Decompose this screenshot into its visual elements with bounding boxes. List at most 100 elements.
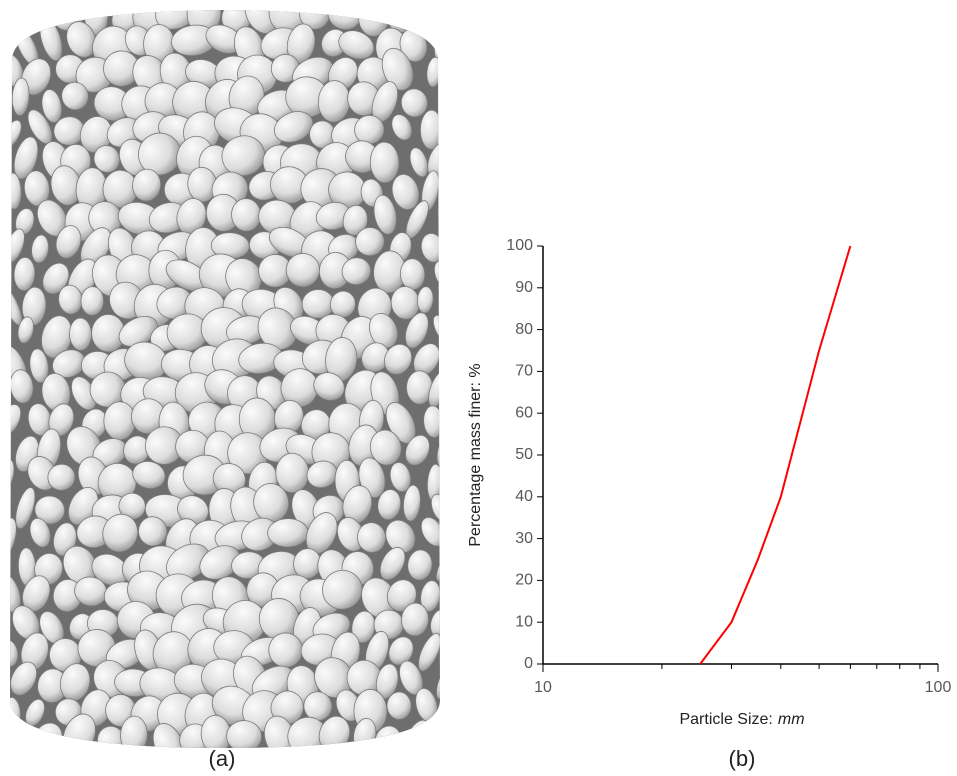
particle xyxy=(369,141,400,184)
particle xyxy=(426,56,440,88)
particle xyxy=(391,173,420,210)
caption: (a) xyxy=(209,746,236,771)
particle xyxy=(10,661,38,696)
particle xyxy=(338,30,375,60)
y-tick-label: 10 xyxy=(515,613,533,630)
particle xyxy=(253,483,290,523)
particle xyxy=(166,543,210,581)
particle xyxy=(357,522,387,553)
particle xyxy=(10,10,14,34)
particle xyxy=(10,172,22,210)
particle xyxy=(10,119,22,149)
particle xyxy=(273,111,314,143)
y-tick-label: 100 xyxy=(506,237,533,254)
particle xyxy=(403,484,421,522)
particle xyxy=(103,401,136,441)
particle xyxy=(400,88,428,118)
particle xyxy=(69,317,92,351)
x-tick-label: 10 xyxy=(534,679,552,696)
particle xyxy=(423,405,440,438)
particle xyxy=(93,145,121,173)
particle xyxy=(10,721,35,748)
particle xyxy=(322,569,363,610)
particle xyxy=(438,80,440,112)
particle xyxy=(386,579,417,612)
particle xyxy=(404,312,429,349)
x-tick-label: 100 xyxy=(925,679,952,696)
particle xyxy=(10,404,22,437)
particle xyxy=(66,21,97,58)
y-tick-label: 40 xyxy=(515,488,533,505)
particle xyxy=(420,232,440,263)
particle xyxy=(436,658,440,700)
particle xyxy=(417,286,434,314)
particle xyxy=(267,518,309,548)
x-axis-label: Particle Size: mm xyxy=(679,711,804,728)
particle xyxy=(10,517,17,560)
particle xyxy=(11,77,30,116)
particle xyxy=(420,517,440,547)
particle xyxy=(401,602,429,637)
particle xyxy=(303,691,333,721)
particle-cylinder xyxy=(10,10,440,748)
particle xyxy=(313,372,345,401)
particle xyxy=(10,639,19,668)
particle xyxy=(419,109,440,150)
particle xyxy=(155,10,199,30)
data-line xyxy=(699,245,852,665)
particle xyxy=(102,513,139,553)
particle xyxy=(391,114,413,141)
particle xyxy=(31,234,49,264)
particle xyxy=(407,549,433,581)
particle xyxy=(385,519,416,554)
particle xyxy=(355,227,385,257)
particle xyxy=(418,633,440,672)
particle xyxy=(137,132,182,176)
particle xyxy=(47,463,76,491)
particle xyxy=(226,720,263,748)
particle xyxy=(25,10,52,33)
particle xyxy=(388,636,414,666)
particle xyxy=(199,545,241,580)
particle xyxy=(386,691,412,720)
particle xyxy=(354,115,385,145)
particle xyxy=(120,715,148,748)
particle xyxy=(29,517,51,548)
particle xyxy=(435,546,440,582)
x-axis-label-text: Particle Size: xyxy=(679,711,772,728)
particle xyxy=(369,313,398,349)
particle xyxy=(285,252,320,288)
y-tick-label: 30 xyxy=(515,530,533,547)
particle xyxy=(405,434,430,466)
x-axis-label-unit: mm xyxy=(778,711,805,728)
caption: (b) xyxy=(729,746,756,771)
particle xyxy=(13,256,36,292)
particle xyxy=(301,289,335,319)
particle xyxy=(29,348,49,384)
particle xyxy=(17,316,34,344)
particle xyxy=(42,262,70,295)
particle xyxy=(132,168,162,202)
particle xyxy=(377,489,402,521)
particle xyxy=(418,10,437,32)
y-tick-label: 70 xyxy=(515,363,533,380)
y-tick-label: 20 xyxy=(515,572,533,589)
particle xyxy=(434,716,440,748)
y-tick-label: 50 xyxy=(515,446,533,463)
particle xyxy=(409,147,429,178)
particle xyxy=(389,462,412,493)
particle xyxy=(379,546,406,581)
particle xyxy=(381,47,414,91)
particle xyxy=(132,460,166,489)
particle xyxy=(341,257,372,286)
particle xyxy=(61,81,89,111)
particle xyxy=(433,260,440,287)
y-tick-label: 90 xyxy=(515,279,533,296)
particle xyxy=(41,89,63,123)
y-tick-label: 0 xyxy=(524,655,533,672)
particle xyxy=(80,286,104,316)
particle xyxy=(383,343,413,375)
particle xyxy=(373,194,397,235)
particle xyxy=(13,136,39,180)
particle xyxy=(432,314,440,344)
